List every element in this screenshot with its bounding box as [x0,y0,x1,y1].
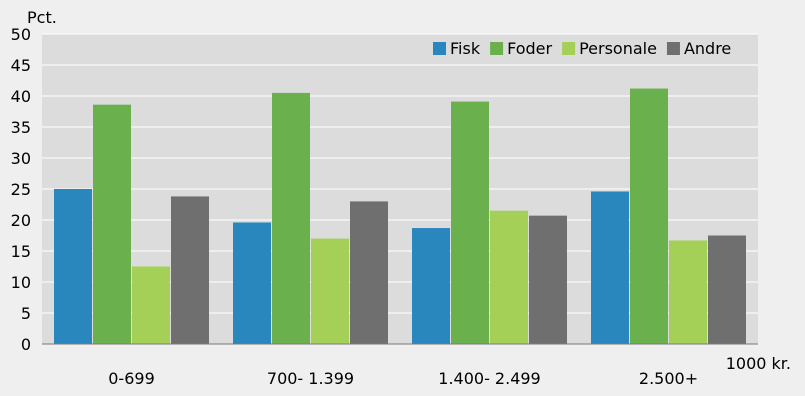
legend-label-personale: Personale [579,39,657,58]
y-tick-label: 25 [11,180,31,199]
bar-andre-1 [171,196,209,344]
y-tick-label: 30 [11,149,31,168]
y-tick-label: 20 [11,211,31,230]
bar-foder-2 [272,92,310,345]
bar-personale-1 [132,266,170,344]
legend-label-fisk: Fisk [450,39,481,58]
y-tick-label: 0 [21,335,31,354]
x-tick-label: 1.400- 2.499 [438,369,540,388]
x-tick-label: 2.500+ [639,369,698,388]
legend-swatch-fisk [433,42,446,55]
legend-label-andre: Andre [684,39,731,58]
y-tick-label: 45 [11,56,31,75]
bar-andre-2 [350,201,388,344]
y-tick-label: 50 [11,25,31,44]
bar-andre-3 [529,215,567,344]
y-tick-labels: 0 5 10 15 20 25 30 35 40 45 50 [11,25,31,354]
bar-fisk-2 [233,222,271,344]
legend-label-foder: Foder [507,39,552,58]
bar-foder-4 [630,88,668,344]
x-tick-label: 700- 1.399 [267,369,354,388]
legend-swatch-andre [666,42,680,55]
bar-personale-4 [669,240,707,344]
bar-foder-3 [451,101,489,344]
legend: Fisk Foder Personale Andre [433,39,731,58]
legend-swatch-foder [490,42,504,55]
bar-andre-4 [708,235,746,344]
bar-personale-3 [490,210,528,344]
bar-fisk-3 [412,228,450,344]
bar-fisk-1 [54,189,92,344]
legend-swatch-personale [562,42,576,55]
bar-fisk-4 [591,191,629,344]
bar-foder-1 [93,104,131,345]
y-tick-label: 5 [21,304,31,323]
y-tick-label: 40 [11,87,31,106]
x-tick-label: 0-699 [108,369,155,388]
bar-personale-2 [311,238,349,344]
x-axis-label: 1000 kr. [726,354,791,373]
y-tick-label: 15 [11,242,31,261]
y-tick-label: 35 [11,118,31,137]
y-tick-label: 10 [11,273,31,292]
x-tick-labels: 0-699 700- 1.399 1.400- 2.499 2.500+ [108,369,698,388]
bars [54,88,746,345]
y-axis-label: Pct. [27,8,57,27]
